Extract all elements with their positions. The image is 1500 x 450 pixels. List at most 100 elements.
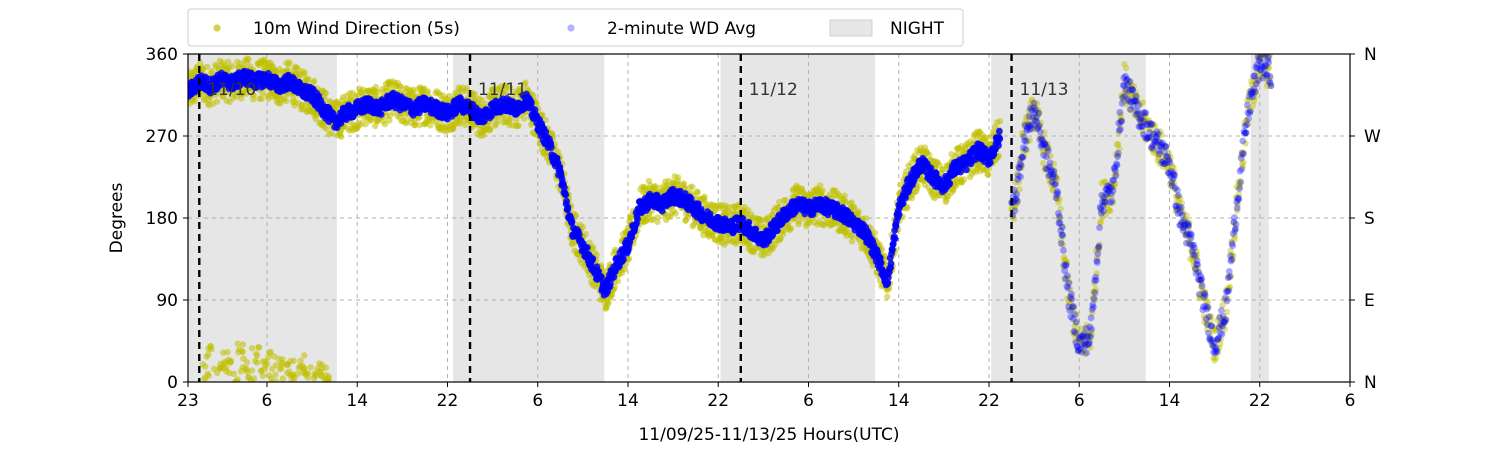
point-10m xyxy=(204,63,211,70)
point-10m xyxy=(1201,288,1209,295)
point-10m xyxy=(1047,177,1055,185)
point-10m xyxy=(817,182,824,189)
point-10m xyxy=(1068,292,1075,300)
point-10m xyxy=(1219,315,1227,323)
point-avg xyxy=(1060,247,1067,254)
point-avg xyxy=(1096,203,1104,211)
point-avg xyxy=(1012,196,1019,203)
point-avg xyxy=(1057,227,1065,234)
point-10m xyxy=(1010,215,1018,223)
point-10m xyxy=(1097,218,1104,225)
point-10m xyxy=(1262,72,1269,79)
point-10m xyxy=(1261,54,1268,58)
point-10m xyxy=(1117,115,1124,122)
point-10m xyxy=(1085,330,1093,338)
point-10m xyxy=(1052,178,1059,186)
point-avg xyxy=(1023,125,1031,133)
point-10m xyxy=(1170,180,1178,187)
point-10m xyxy=(1236,183,1244,191)
point-avg xyxy=(1025,121,1032,129)
point-10m xyxy=(914,182,921,190)
point-10m xyxy=(1174,193,1181,200)
point-10m xyxy=(1171,168,1178,175)
point-10m xyxy=(1017,163,1025,171)
point-10m xyxy=(1098,179,1106,187)
point-10m xyxy=(1236,181,1243,189)
point-10m xyxy=(265,353,272,361)
point-avg xyxy=(1018,153,1026,161)
point-10m xyxy=(1161,156,1169,164)
point-10m xyxy=(255,344,262,351)
point-avg xyxy=(963,166,970,174)
point-10m xyxy=(1043,148,1050,156)
point-10m xyxy=(1078,337,1085,344)
point-10m xyxy=(471,90,478,98)
point-10m xyxy=(294,65,301,72)
point-10m xyxy=(1192,254,1200,262)
point-avg xyxy=(1079,332,1087,340)
point-10m xyxy=(225,58,232,65)
point-10m xyxy=(1148,121,1156,129)
point-10m xyxy=(259,372,267,379)
point-10m xyxy=(276,366,284,373)
point-10m xyxy=(1212,355,1219,362)
point-10m xyxy=(1056,214,1064,222)
point-10m xyxy=(282,97,290,105)
point-avg xyxy=(1027,122,1035,129)
point-10m xyxy=(848,238,856,245)
point-10m xyxy=(1246,88,1254,95)
point-10m xyxy=(1174,205,1182,213)
point-avg xyxy=(1054,189,1062,197)
point-avg xyxy=(1038,135,1045,142)
point-10m xyxy=(1159,160,1166,167)
point-10m xyxy=(1205,314,1213,321)
point-10m xyxy=(533,100,540,108)
point-10m xyxy=(1024,137,1031,144)
point-avg xyxy=(1077,332,1085,340)
point-10m xyxy=(307,364,314,371)
point-10m xyxy=(1142,136,1150,144)
point-10m xyxy=(1222,315,1229,323)
point-10m xyxy=(1016,155,1024,162)
point-avg xyxy=(1097,209,1105,217)
point-10m xyxy=(1193,248,1200,255)
point-10m xyxy=(1100,178,1108,186)
point-10m xyxy=(227,357,235,365)
point-10m xyxy=(236,346,243,353)
point-10m xyxy=(1117,111,1125,119)
point-10m xyxy=(1049,186,1056,194)
point-avg xyxy=(1043,153,1050,161)
point-10m xyxy=(300,365,308,372)
point-10m xyxy=(1239,163,1247,170)
point-avg xyxy=(1096,224,1103,232)
point-10m xyxy=(1181,215,1188,223)
point-10m xyxy=(1139,99,1147,106)
point-10m xyxy=(782,196,789,204)
point-avg xyxy=(1030,99,1038,107)
point-10m xyxy=(1234,201,1241,209)
point-10m xyxy=(1164,168,1172,176)
point-10m xyxy=(1063,258,1070,266)
point-10m xyxy=(1055,216,1063,223)
point-10m xyxy=(674,174,682,181)
point-10m xyxy=(863,215,870,222)
point-10m xyxy=(1190,261,1197,269)
point-avg xyxy=(1049,174,1057,181)
point-avg xyxy=(1078,348,1085,356)
point-10m xyxy=(1067,296,1074,303)
point-avg xyxy=(1020,133,1028,141)
point-avg xyxy=(1103,185,1111,193)
point-10m xyxy=(1128,82,1135,89)
point-10m xyxy=(232,378,239,382)
point-10m xyxy=(1073,329,1081,336)
point-avg xyxy=(1058,231,1066,239)
point-10m xyxy=(1060,262,1067,270)
point-10m xyxy=(1180,220,1187,228)
point-avg xyxy=(1025,113,1033,120)
point-10m xyxy=(1173,198,1181,206)
point-10m xyxy=(582,230,589,238)
point-avg xyxy=(1076,346,1084,353)
point-10m xyxy=(1061,256,1068,264)
point-avg xyxy=(1012,195,1020,203)
point-10m xyxy=(1105,206,1113,214)
